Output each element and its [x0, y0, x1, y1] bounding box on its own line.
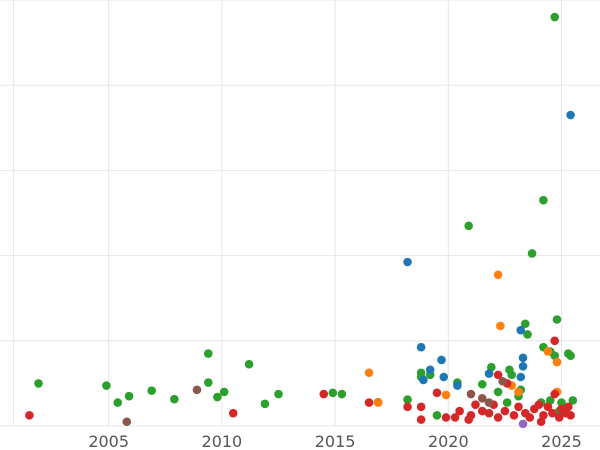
- scatter-point: [554, 413, 564, 422]
- scatter-point: [147, 386, 156, 395]
- scatter-point: [509, 411, 519, 420]
- scatter-point: [552, 315, 562, 324]
- scatter-point: [466, 411, 476, 420]
- scatter-point: [518, 362, 528, 371]
- scatter-point: [453, 381, 462, 390]
- scatter-point: [477, 379, 487, 389]
- scatter-point: [439, 372, 449, 382]
- scatter-point: [557, 398, 566, 407]
- x-tick-label: 2005: [88, 432, 129, 450]
- scatter-point: [527, 249, 537, 258]
- scatter-point: [437, 355, 446, 365]
- scatter-point: [260, 399, 270, 409]
- scatter-point: [564, 402, 573, 412]
- scatter-point: [516, 325, 526, 335]
- scatter-point: [536, 417, 546, 427]
- scatter-point: [441, 390, 451, 400]
- scatter-point: [550, 336, 560, 346]
- scatter-point: [502, 398, 512, 407]
- scatter-point: [514, 402, 523, 412]
- scatter-point: [552, 357, 562, 367]
- scatter-point: [568, 396, 578, 405]
- scatter-point: [493, 270, 503, 280]
- scatter-point: [364, 398, 374, 407]
- scatter-point: [496, 321, 505, 331]
- scatter-point: [534, 400, 544, 410]
- scatter-point: [204, 378, 213, 387]
- scatter-point: [432, 388, 442, 398]
- scatter-point: [543, 402, 553, 412]
- scatter-point: [319, 389, 329, 399]
- scatter-point: [525, 413, 535, 422]
- scatter-point: [373, 398, 383, 407]
- grid-layer: [0, 0, 600, 427]
- scatter-point: [419, 375, 428, 385]
- scatter-point: [328, 388, 338, 398]
- scatter-point: [34, 379, 43, 388]
- scatter-point: [498, 376, 507, 386]
- scatter-point: [518, 419, 528, 429]
- scatter-point: [520, 319, 530, 329]
- scatter-point: [484, 369, 494, 378]
- scatter-point: [507, 370, 516, 380]
- scatter-point: [500, 406, 510, 416]
- scatter-point: [471, 400, 480, 410]
- x-tick-label: 2015: [315, 432, 356, 450]
- scatter-point: [477, 394, 487, 403]
- scatter-point: [466, 389, 476, 399]
- scatter-point: [122, 417, 132, 427]
- scatter-point: [523, 330, 532, 339]
- scatter-point: [228, 408, 238, 418]
- scatter-point: [566, 110, 575, 120]
- scatter-point: [219, 387, 229, 397]
- scatter-point: [425, 365, 435, 375]
- scatter-point: [464, 221, 473, 231]
- scatter-point: [244, 359, 254, 369]
- scatter-point: [514, 387, 523, 397]
- scatter-point: [484, 398, 494, 407]
- scatter-point: [539, 195, 548, 205]
- scatter-point: [550, 389, 560, 399]
- scatter-point: [566, 411, 575, 420]
- scatter-point: [25, 411, 34, 420]
- scatter-point: [274, 389, 283, 399]
- x-tick-label: 2025: [541, 432, 582, 450]
- scatter-point: [548, 408, 557, 418]
- x-tick-label: 2020: [428, 432, 469, 450]
- scatter-point: [518, 353, 528, 363]
- scatter-point: [403, 402, 412, 412]
- scatter-point: [484, 408, 494, 418]
- scatter-point: [416, 342, 426, 352]
- scatter-point: [403, 257, 412, 267]
- scatter-point: [493, 413, 503, 422]
- scatter-point: [113, 398, 123, 407]
- scatter-point: [550, 12, 560, 22]
- scatter-point: [516, 372, 526, 382]
- scatter-point: [566, 351, 575, 361]
- scatter-point: [403, 395, 412, 404]
- scatter-point: [192, 385, 202, 395]
- scatter-point: [204, 349, 213, 358]
- scatter-point: [441, 413, 451, 422]
- scatter-point: [477, 406, 487, 416]
- scatter-point: [364, 368, 374, 378]
- points-layer: [25, 12, 578, 429]
- scatter-point: [432, 411, 442, 420]
- scatter-point: [493, 387, 503, 397]
- scatter-point: [455, 406, 464, 416]
- x-tick-label: 2010: [202, 432, 243, 450]
- scatter-point: [170, 394, 179, 404]
- scatter-point: [450, 413, 460, 422]
- scatter-point: [416, 402, 426, 412]
- scatter-point: [213, 392, 222, 402]
- scatter-point: [102, 381, 111, 390]
- scatter-point: [493, 370, 503, 380]
- x-axis-ticks: 2005 2010 2015 2020 2025: [88, 432, 582, 450]
- scatter-point: [416, 415, 426, 424]
- scatter-point: [543, 347, 553, 356]
- scatter-point: [124, 391, 134, 401]
- scatter-point: [337, 389, 347, 399]
